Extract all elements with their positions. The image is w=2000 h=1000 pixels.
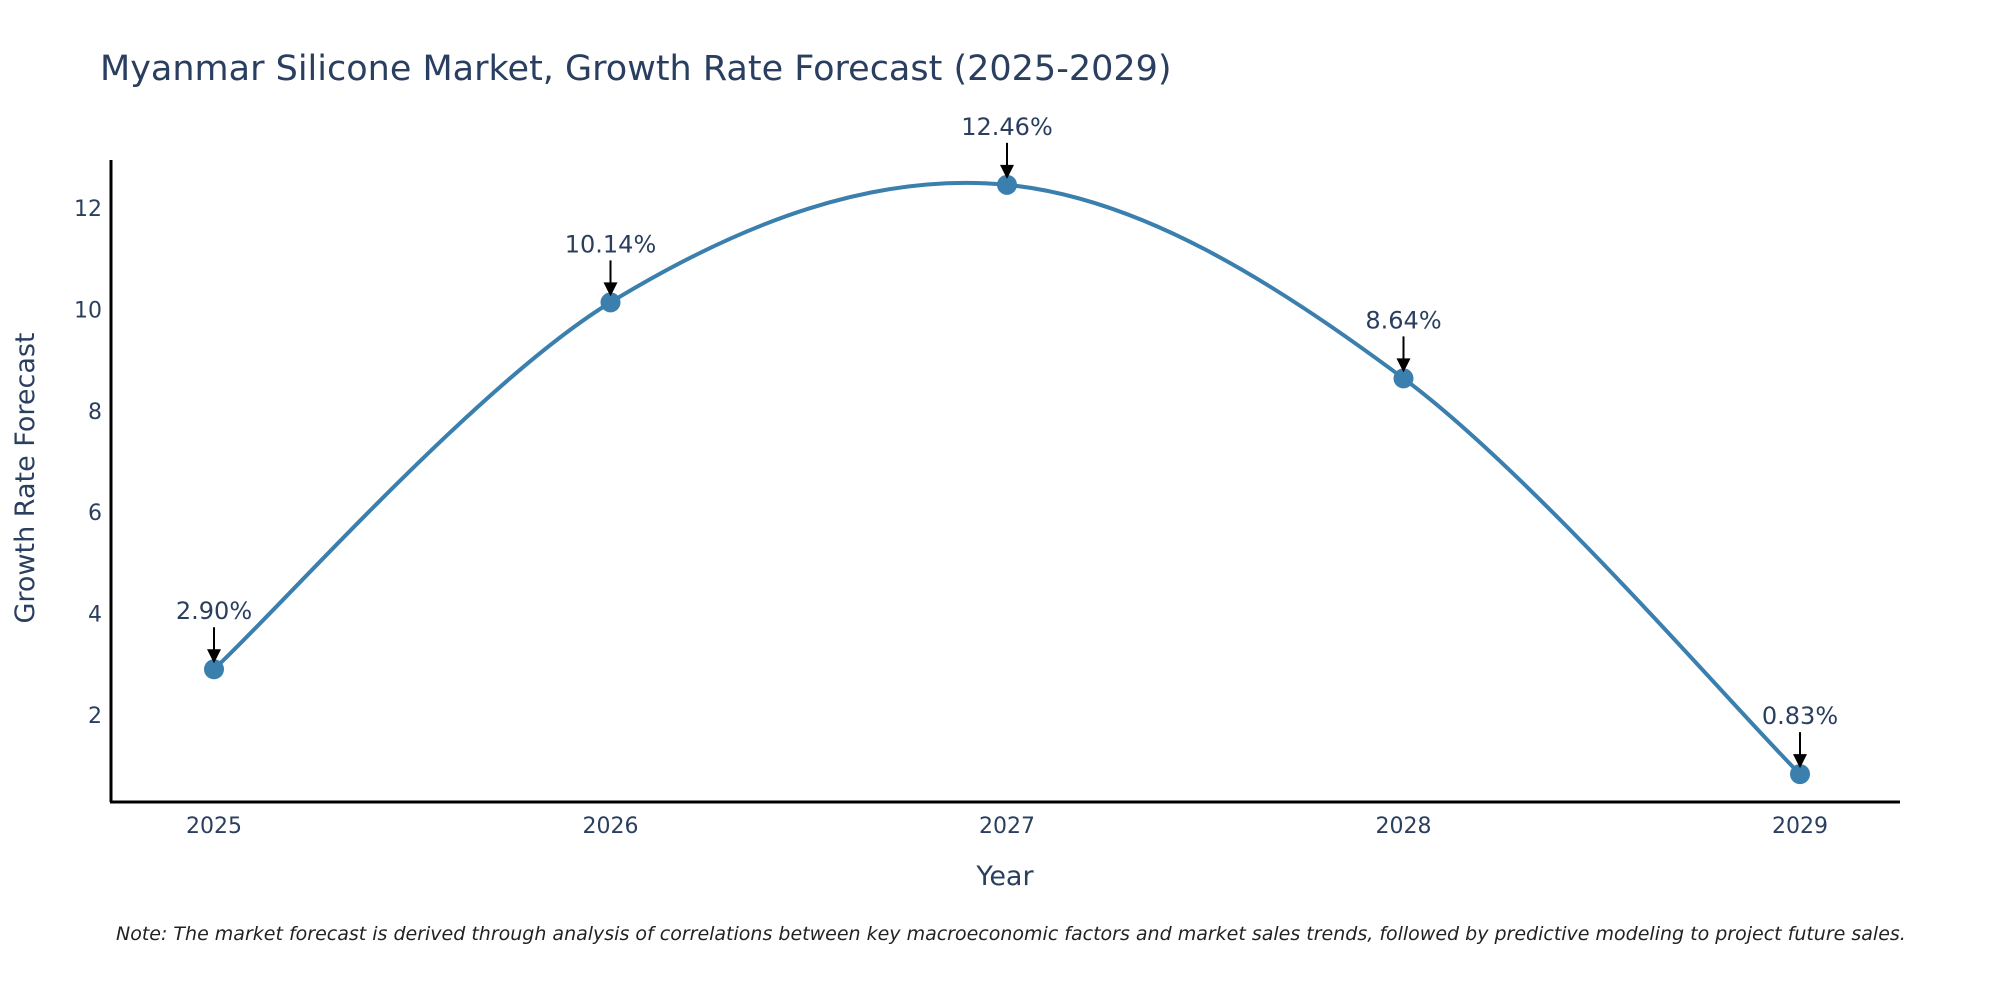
footnote: Note: The market forecast is derived thr… bbox=[116, 923, 1906, 945]
y-tick-label: 10 bbox=[74, 298, 102, 323]
y-tick-label: 12 bbox=[74, 197, 102, 222]
data-label: 0.83% bbox=[1762, 702, 1838, 730]
data-point-marker bbox=[600, 292, 621, 313]
series-line bbox=[212, 180, 1802, 776]
x-tick-label: 2029 bbox=[1772, 814, 1828, 839]
x-tick-label: 2026 bbox=[583, 814, 639, 839]
annotation-arrowhead bbox=[1000, 164, 1014, 179]
x-tick-label: 2025 bbox=[186, 814, 242, 839]
data-label: 10.14% bbox=[565, 230, 657, 258]
y-axis-title: Growth Rate Forecast bbox=[10, 332, 41, 623]
data-point-marker bbox=[1393, 368, 1414, 389]
annotation-arrowhead bbox=[1793, 754, 1807, 769]
annotation-arrowhead bbox=[603, 282, 618, 297]
y-tick-label: 4 bbox=[88, 603, 102, 628]
x-tick-label: 2027 bbox=[979, 814, 1035, 839]
data-label: 12.46% bbox=[961, 113, 1053, 141]
data-label: 2.90% bbox=[176, 597, 252, 625]
y-tick-label: 6 bbox=[88, 501, 102, 526]
plot-area: 2 4 6 8 10 12 2025 2026 2027 2028 2029 2.90% 10.14% 1… bbox=[74, 113, 1838, 839]
x-tick-label: 2028 bbox=[1376, 814, 1432, 839]
chart-title: Myanmar Silicone Market, Growth Rate For… bbox=[100, 49, 1172, 89]
annotation-arrowhead bbox=[1396, 358, 1411, 373]
data-point-marker bbox=[1790, 764, 1810, 785]
data-label: 8.64% bbox=[1365, 306, 1441, 334]
data-point-marker bbox=[997, 174, 1017, 195]
annotation-arrowhead bbox=[207, 649, 221, 664]
y-tick-label: 2 bbox=[88, 704, 102, 729]
y-tick-label: 8 bbox=[88, 400, 102, 425]
x-axis-title: Year bbox=[975, 861, 1034, 892]
data-point-marker bbox=[204, 659, 224, 680]
